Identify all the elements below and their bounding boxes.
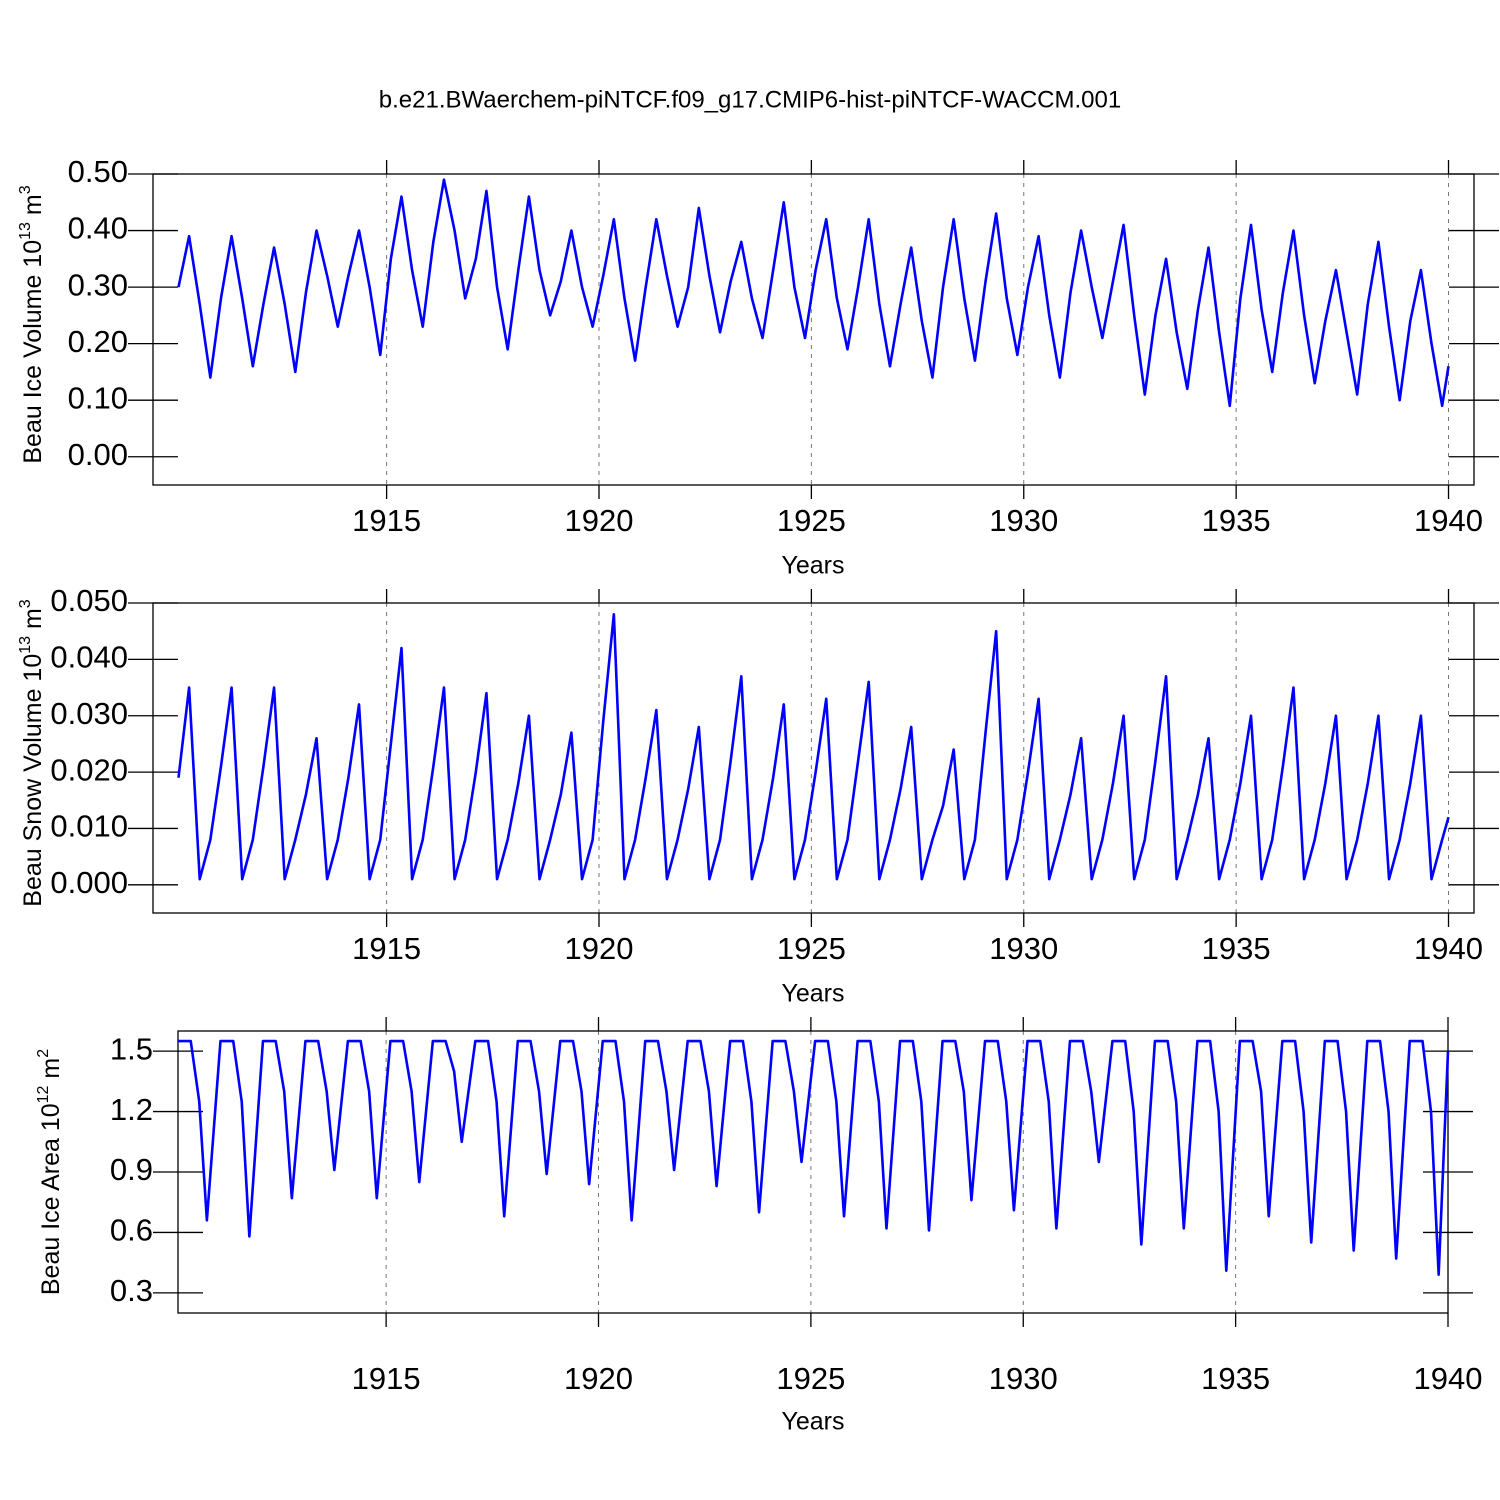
y-tick-label: 0.30 [68,267,128,302]
y-tick-label: 0.20 [68,324,128,359]
y-tick-label: 0.50 [68,154,128,189]
y-axis-title: Beau Ice Area 1012 m2 [35,1049,65,1295]
x-tick-label: 1925 [777,931,846,966]
y-tick-label: 0.6 [110,1213,153,1248]
x-tick-label: 1925 [777,503,846,538]
y-tick-label: 0.050 [50,583,128,618]
x-tick-label: 1920 [564,1361,633,1396]
y-axis-title-part: m [19,194,47,222]
y-axis-title-part: 13 [17,222,34,240]
x-tick-label: 1930 [989,931,1058,966]
x-tick-label: 1930 [989,1361,1058,1396]
y-tick-label: 0.030 [50,696,128,731]
x-axis-title: Years [781,980,844,1008]
x-tick-label: 1935 [1202,931,1271,966]
x-axis-title: Years [781,552,844,580]
y-axis-title-part: m [37,1058,65,1086]
plot-frame [177,1030,1449,1314]
y-axis-title-part: Beau Snow Volume 10 [19,654,47,907]
x-tick-label: 1915 [352,931,421,966]
x-tick-label: 1915 [352,503,421,538]
y-tick-label: 0.040 [50,640,128,675]
x-tick-label: 1915 [352,1361,421,1396]
y-tick-label: 1.5 [110,1031,153,1066]
y-tick-label: 0.020 [50,752,128,787]
y-tick-label: 0.3 [110,1273,153,1308]
plot-frame [152,602,1475,914]
x-tick-label: 1940 [1414,1361,1483,1396]
y-axis-title-part: Beau Ice Volume 10 [19,240,47,464]
y-axis-title-part: 2 [35,1049,52,1058]
data-line [178,1039,1450,1277]
x-tick-label: 1920 [565,931,634,966]
y-tick-label: 0.00 [68,437,128,472]
y-axis-title-part: Beau Ice Area 10 [37,1103,65,1295]
y-axis-title-part: 3 [17,185,34,194]
y-axis-title-part: 12 [35,1085,52,1103]
x-tick-label: 1940 [1414,503,1483,538]
x-tick-label: 1940 [1414,931,1483,966]
x-tick-label: 1935 [1201,1361,1270,1396]
y-tick-label: 0.000 [50,865,128,900]
y-axis-title-part: 13 [17,636,34,654]
x-tick-label: 1920 [565,503,634,538]
data-line [177,178,1450,408]
y-axis-title: Beau Snow Volume 1013 m3 [17,599,47,907]
x-axis-title: Years [781,1408,844,1436]
x-tick-label: 1930 [989,503,1058,538]
y-tick-label: 0.010 [50,809,128,844]
plot-frame [152,173,1475,486]
y-axis-title-part: 3 [17,599,34,608]
y-tick-label: 0.40 [68,211,128,246]
x-tick-label: 1935 [1202,503,1271,538]
x-tick-label: 1925 [776,1361,845,1396]
y-axis-title: Beau Ice Volume 1013 m3 [17,185,47,463]
y-axis-title-part: m [19,608,47,636]
figure-title: b.e21.BWaerchem-piNTCF.f09_g17.CMIP6-his… [379,86,1121,113]
y-tick-label: 1.2 [110,1092,153,1127]
y-tick-label: 0.9 [110,1152,153,1187]
data-line [177,612,1450,881]
y-tick-label: 0.10 [68,380,128,415]
